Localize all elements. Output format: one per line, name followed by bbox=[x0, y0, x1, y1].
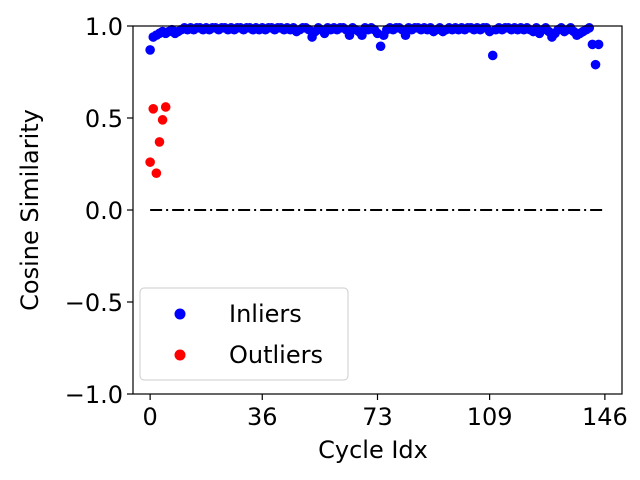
x-tick-label: 109 bbox=[467, 403, 513, 431]
outlier-point bbox=[154, 137, 165, 147]
y-tick-label: 0.0 bbox=[85, 197, 123, 225]
legend: Inliers Outliers bbox=[139, 287, 349, 381]
axis-ticks-layer: 0 36 73 109 146 −1.0 −0.5 0.0 0.5 1.0 bbox=[65, 13, 628, 431]
outlier-point bbox=[157, 115, 168, 125]
x-axis-label: Cycle Idx bbox=[318, 436, 428, 464]
y-tick-label: 1.0 bbox=[85, 13, 123, 41]
inlier-point bbox=[375, 41, 386, 52]
inlier-point bbox=[487, 50, 498, 61]
outlier-point bbox=[160, 102, 171, 112]
outlier-point bbox=[145, 157, 155, 167]
inlier-point bbox=[590, 59, 601, 70]
y-tick-label: −0.5 bbox=[65, 289, 123, 317]
inlier-point bbox=[400, 30, 411, 40]
legend-marker-inliers bbox=[174, 308, 186, 320]
series-inliers bbox=[145, 23, 604, 70]
inlier-point bbox=[584, 23, 595, 33]
legend-label-outliers: Outliers bbox=[229, 341, 323, 369]
x-tick-label: 0 bbox=[142, 403, 157, 431]
data-points-layer bbox=[145, 23, 604, 178]
outlier-point bbox=[151, 168, 162, 178]
legend-box bbox=[139, 287, 349, 381]
outlier-point bbox=[148, 104, 159, 114]
series-outliers bbox=[145, 102, 171, 178]
inlier-point bbox=[357, 30, 367, 40]
legend-marker-outliers bbox=[174, 349, 186, 361]
y-tick-label: −1.0 bbox=[65, 381, 123, 409]
y-tick-label: 0.5 bbox=[85, 105, 123, 133]
y-axis-label: Cosine Similarity bbox=[16, 109, 44, 311]
x-tick-label: 73 bbox=[362, 403, 393, 431]
inlier-point bbox=[593, 39, 604, 50]
legend-label-inliers: Inliers bbox=[229, 300, 302, 328]
inlier-point bbox=[344, 30, 355, 40]
inlier-point bbox=[145, 45, 155, 55]
x-tick-label: 36 bbox=[247, 403, 278, 431]
x-tick-label: 146 bbox=[582, 403, 628, 431]
